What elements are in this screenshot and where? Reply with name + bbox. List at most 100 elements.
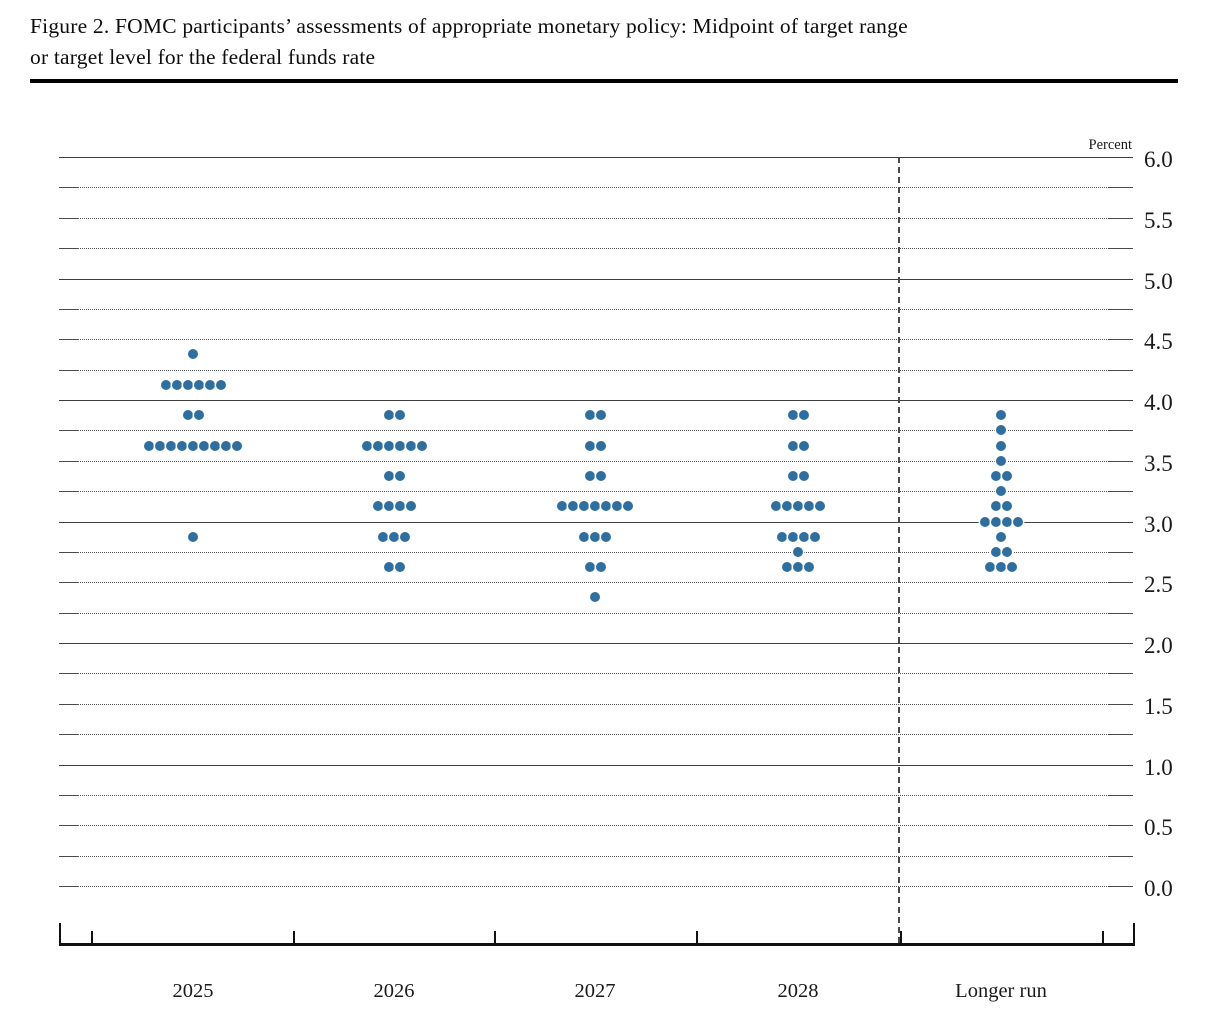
- x-axis-line: [59, 943, 1135, 946]
- projection-dot: [782, 562, 792, 573]
- y-tick-label: 1.5: [1144, 693, 1173, 719]
- projection-dot: [798, 531, 809, 542]
- projection-dot: [979, 516, 990, 527]
- projection-dot: [188, 531, 198, 542]
- projection-dot: [990, 546, 1001, 557]
- gridline-dotted: [77, 855, 1107, 857]
- projection-dot: [782, 501, 792, 512]
- projection-dot: [990, 501, 1001, 512]
- projection-dot: [188, 349, 198, 360]
- gridline-tick-right: [1108, 369, 1133, 371]
- projection-dot: [416, 440, 427, 451]
- gridline-tick-left: [59, 734, 77, 736]
- dot-row: [990, 470, 1012, 481]
- gridline-tick-left: [59, 308, 77, 310]
- dot-row: [979, 516, 1023, 527]
- x-category-label: 2026: [373, 980, 415, 1002]
- gridline-tick-left: [59, 460, 77, 462]
- projection-dot: [579, 531, 589, 542]
- dot-row: [383, 562, 405, 573]
- dot-row: [985, 562, 1017, 573]
- projection-dot: [601, 501, 611, 512]
- dot-row: [361, 440, 427, 451]
- projection-dot: [193, 379, 204, 390]
- x-category-label: 2027: [574, 980, 616, 1002]
- projection-dot: [394, 440, 405, 451]
- projection-dot: [204, 379, 215, 390]
- x-axis-tick: [494, 931, 496, 944]
- gridline-tick-left: [59, 551, 77, 553]
- gridline-tick-right: [1108, 612, 1133, 614]
- gridline-tick-right: [1108, 582, 1133, 584]
- y-tick-label: 1.0: [1144, 754, 1173, 780]
- dot-row: [383, 470, 405, 481]
- dot-row: [584, 470, 606, 481]
- projection-dot: [383, 410, 394, 421]
- projection-dot: [394, 410, 405, 421]
- dot-row: [793, 546, 803, 557]
- dot-row: [990, 501, 1012, 512]
- projection-dot: [568, 501, 578, 512]
- x-category-label: 2028: [777, 980, 819, 1002]
- projection-dot: [771, 501, 781, 512]
- projection-dot: [584, 440, 595, 451]
- x-axis-tick: [293, 931, 295, 944]
- gridline-solid: [59, 521, 1133, 523]
- gridline-tick-right: [1108, 248, 1133, 250]
- y-tick-label: 0.5: [1144, 815, 1173, 841]
- projection-dot: [601, 531, 611, 542]
- gridline-dotted: [77, 430, 1107, 432]
- projection-dot: [996, 486, 1006, 497]
- y-tick-label: 4.5: [1144, 329, 1173, 355]
- projection-dot: [210, 440, 220, 451]
- gridline-tick-right: [1108, 339, 1133, 341]
- dot-row: [182, 410, 204, 421]
- gridline-tick-left: [59, 430, 77, 432]
- dot-row: [996, 455, 1006, 466]
- gridline-dotted: [77, 491, 1107, 493]
- projection-dot: [595, 562, 606, 573]
- projection-dot: [232, 440, 242, 451]
- dot-row: [996, 486, 1006, 497]
- gridline-tick-right: [1108, 491, 1133, 493]
- title-rule: [30, 79, 1178, 83]
- projection-dot: [557, 501, 567, 512]
- projection-dot: [793, 501, 803, 512]
- gridline-tick-right: [1108, 187, 1133, 189]
- y-tick-label: 2.0: [1144, 633, 1173, 658]
- projection-dot: [793, 562, 803, 573]
- x-axis-end-tick: [59, 923, 61, 944]
- gridline-tick-right: [1108, 886, 1133, 887]
- gridline-solid: [59, 400, 1133, 401]
- projection-dot: [144, 440, 154, 451]
- gridline-dotted: [77, 369, 1107, 371]
- x-axis-tick: [91, 931, 93, 944]
- projection-dot: [584, 410, 595, 421]
- dot-row: [188, 349, 198, 360]
- projection-dot: [996, 531, 1006, 542]
- gridline-tick-right: [1108, 308, 1133, 310]
- dot-row: [584, 440, 606, 451]
- gridline-dotted: [77, 825, 1107, 827]
- projection-dot: [177, 440, 187, 451]
- projection-dot: [394, 501, 405, 512]
- gridline-tick-right: [1108, 734, 1133, 736]
- projection-dot: [400, 531, 410, 542]
- projection-dot: [221, 440, 231, 451]
- gridline-tick-right: [1108, 794, 1133, 796]
- dot-row: [383, 410, 405, 421]
- projection-dot: [990, 470, 1001, 481]
- dot-row: [787, 410, 809, 421]
- projection-dot: [378, 531, 388, 542]
- projection-dot: [166, 440, 176, 451]
- projection-dot: [996, 562, 1006, 573]
- gridline-dotted: [77, 794, 1107, 796]
- dot-row: [378, 531, 410, 542]
- projection-dot: [595, 410, 606, 421]
- gridline-dotted: [77, 308, 1107, 310]
- projection-dot: [1001, 470, 1012, 481]
- projection-dot: [155, 440, 165, 451]
- gridline-tick-left: [59, 339, 77, 341]
- projection-dot: [584, 470, 595, 481]
- projection-dot: [199, 440, 209, 451]
